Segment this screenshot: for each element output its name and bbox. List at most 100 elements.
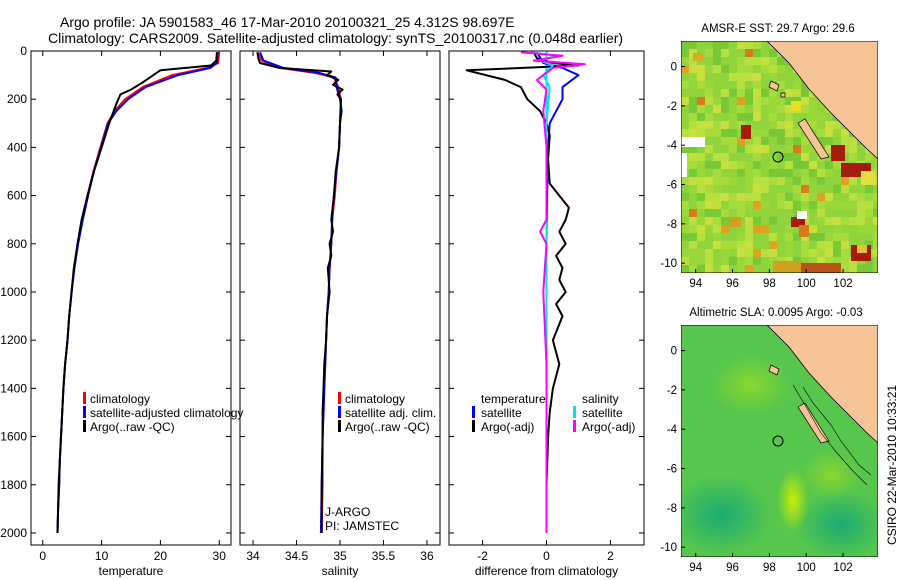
sst-cell [689,209,697,217]
sst-cell [817,249,825,257]
x-tick-label: 102 [833,562,852,574]
sst-cell [777,73,785,81]
sst-cell [753,129,761,137]
sst-cell [825,137,833,145]
sst-cell [809,217,817,225]
sst-cell [713,137,721,145]
sst-cell [777,129,785,137]
sst-cell [721,257,729,265]
sst-cell [697,169,705,177]
sst-cell [857,185,865,193]
sst-cell [705,49,713,57]
sst-cell [769,129,777,137]
sst-cell [777,137,785,145]
sst-cell [697,233,705,241]
x-tick-label: 98 [763,278,776,290]
sst-cell [745,145,753,153]
sst-cell [769,137,777,145]
sst-cell [721,49,729,57]
sst-cell [689,65,697,73]
sst-cell [761,121,769,129]
sst-cell [681,73,689,81]
sst-cell [769,57,777,65]
sst-cell [721,89,729,97]
sst-cell [777,145,785,153]
sst-cell [817,241,825,249]
sst-cell [873,209,878,217]
sst-cell [801,169,809,177]
sst-cell [689,201,697,209]
sst-cell [705,57,713,65]
sst-cell [705,161,713,169]
sst-hotspot [729,217,741,227]
y-tick-label: -6 [667,464,677,476]
sst-cell [825,249,833,257]
sst-cell [745,217,753,225]
sst-cell [737,177,745,185]
sst-cell [753,145,761,153]
sst-cell [753,113,761,121]
sst-cell [817,137,825,145]
sst-cell [769,65,777,73]
sst-cell [833,249,841,257]
x-tick-label: 100 [797,562,816,574]
sst-cell [873,249,878,257]
sst-cell [721,249,729,257]
sst-cell [745,81,753,89]
sst-cell [745,233,753,241]
sst-cell [737,193,745,201]
sst-cell [769,241,777,249]
sst-cell [753,41,761,49]
sst-cell [769,233,777,241]
sst-cell [793,137,801,145]
sst-cell [721,81,729,89]
sst-cell [713,81,721,89]
y-tick-label: 200 [7,92,27,106]
sst-cell [697,73,705,81]
sst-cell [721,121,729,129]
sst-cell [689,97,697,105]
sst-cell [761,161,769,169]
sst-cell [873,241,878,249]
sst-cell [809,121,817,129]
sst-cell [769,73,777,81]
sst-cell [873,169,878,177]
sst-cell [697,97,705,105]
sst-hotspot [861,171,875,185]
sst-cell [801,97,809,105]
plot-frame [448,50,645,546]
sst-cell [793,89,801,97]
sst-cell [873,185,878,193]
sst-hotspot [693,53,703,61]
y-tick-label: 800 [7,237,27,251]
sst-cell [697,81,705,89]
sst-cell [761,185,769,193]
sst-cell [689,177,697,185]
sst-cell [849,217,857,225]
sst-cell [745,265,753,273]
sst-cell [841,193,849,201]
sst-cell [681,185,689,193]
sst-cell [689,265,697,273]
legend-label-sal-argo: Argo(-adj) [582,420,635,434]
sst-cell [785,153,793,161]
sst-cell [793,169,801,177]
sst-cell [817,193,825,201]
sst-cell [753,265,761,273]
sst-cell [729,177,737,185]
sst-cell [873,177,878,185]
sst-cell [681,41,689,49]
legend-label-satellite: satellite-adjusted climatology [90,406,243,420]
sst-cell [865,193,873,201]
sst-cell [769,49,777,57]
sst-cell [777,169,785,177]
sst-cell [793,241,801,249]
sst-cell [841,265,849,273]
sst-cell [777,209,785,217]
x-axis-label: temperature [99,564,164,578]
sst-cell [705,97,713,105]
y-tick-label: -4 [667,424,678,436]
sst-cell [705,225,713,233]
sst-cell [737,145,745,153]
sst-cell [697,161,705,169]
